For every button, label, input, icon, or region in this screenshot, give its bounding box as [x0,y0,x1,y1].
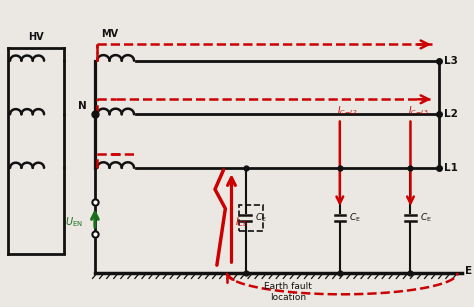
Text: $\it{I}_{C\mathrm{-}L2}$: $\it{I}_{C\mathrm{-}L2}$ [337,105,359,117]
Text: Earth fault
location: Earth fault location [264,282,312,302]
Text: L1: L1 [444,163,458,173]
Text: E: E [465,266,472,276]
Text: $\it{I}_{C\mathrm{-}L3}$: $\it{I}_{C\mathrm{-}L3}$ [408,105,429,117]
Text: $C_{\rm E}$: $C_{\rm E}$ [349,211,361,223]
Text: $C_{\rm E}$: $C_{\rm E}$ [255,211,267,223]
Text: $C_{\rm E}$: $C_{\rm E}$ [420,211,432,223]
Text: $\it{U}_{\rm EN}$: $\it{U}_{\rm EN}$ [65,216,83,229]
Text: MV: MV [101,29,118,39]
Text: L3: L3 [444,56,458,66]
Text: N: N [78,101,86,111]
Text: $\it{I}_{\rm CE}$: $\it{I}_{\rm CE}$ [235,216,249,229]
Text: L2: L2 [444,109,458,119]
Bar [238,205,263,231]
Text: HV: HV [28,32,44,42]
